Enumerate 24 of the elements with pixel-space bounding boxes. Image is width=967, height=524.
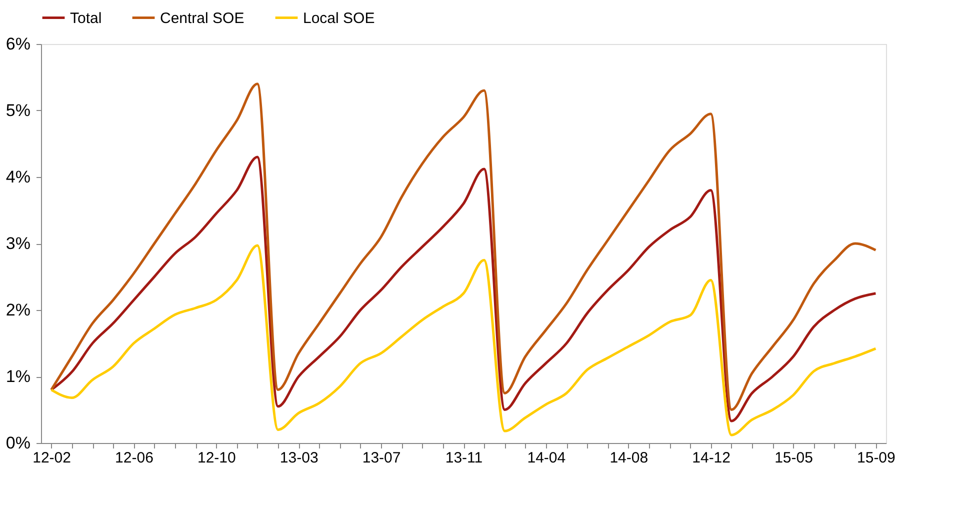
y-tick-label: 2% [6,300,30,320]
line-series [50,244,877,436]
x-tick-label: 14-08 [610,450,648,466]
y-tick-label: 3% [6,234,30,253]
y-tick-label: 6% [6,34,30,54]
x-tick-label: 12-02 [32,450,71,466]
x-tick-label: 14-04 [527,450,566,466]
y-tick-label: 5% [6,101,30,120]
x-tick-label: 14-12 [692,450,731,466]
legend-label: Total [70,10,102,27]
legend-label: Central SOE [160,10,244,27]
x-tick-label: 15-09 [857,450,896,466]
line-series [50,82,877,411]
x-tick-label: 12-06 [115,450,154,466]
x-tick-label: 12-10 [197,450,236,466]
line-series [50,156,877,422]
x-tick-label: 13-03 [280,450,318,466]
legend-label: Local SOE [303,10,375,27]
y-tick-label: 0% [6,434,30,452]
y-tick-label: 4% [6,168,30,186]
y-tick-label: 1% [6,367,30,386]
x-tick-label: 15-05 [774,450,813,466]
x-tick-label: 13-07 [362,450,401,466]
x-tick-label: 13-11 [445,450,483,466]
